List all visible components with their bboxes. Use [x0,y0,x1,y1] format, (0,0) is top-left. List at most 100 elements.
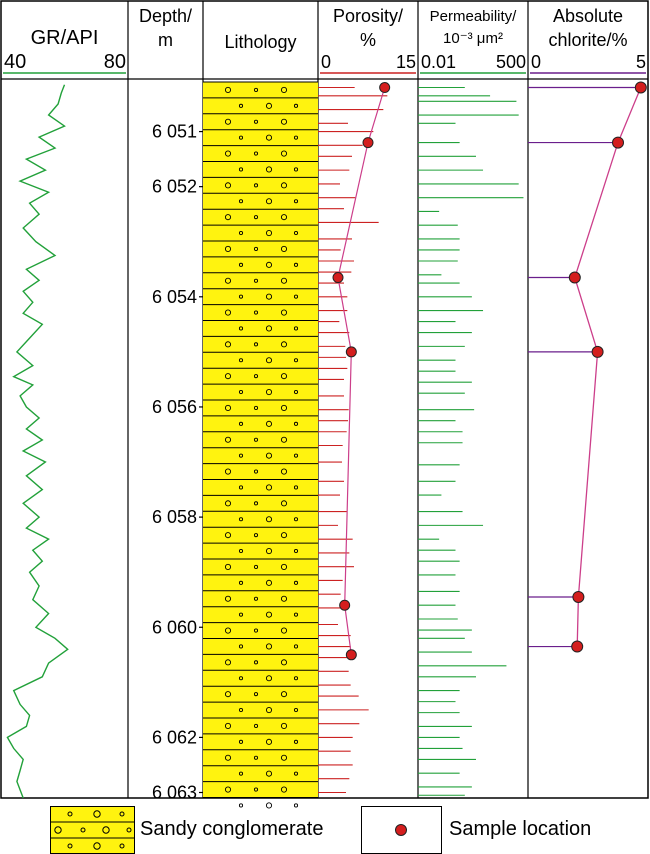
gravel-clast [238,580,244,585]
lithology-header-title: Lithology [224,32,296,52]
gravel-clast [238,708,244,713]
gravel-clast [253,374,259,379]
chlorite-sample-point [572,590,585,603]
gravel-clast [224,722,232,730]
depth-tick-label: 6 062 [152,727,197,747]
gravel-clast [253,342,259,347]
gr-track [6,84,69,799]
gravel-clast [224,659,232,666]
chlorite-sample-point [634,81,647,94]
chlorite-sample-point [612,136,624,149]
gravel-clast [293,771,299,776]
gravel-clast [265,707,273,714]
gravel-clast [224,563,232,571]
gr-curve-line [6,84,69,799]
porosity-sample-point [345,346,357,358]
chlorite-scale-max: 5 [636,52,646,72]
gravel-clast [265,293,273,300]
gravel-clast [224,373,232,380]
gravel-clast [253,596,259,601]
gravel-clast [224,245,232,252]
gravel-clast [293,358,299,363]
depth-tick-label: 6 060 [152,617,197,637]
gravel-clast [293,294,299,299]
permeability-scale-min: 0.01 [421,52,456,72]
gravel-clast [280,563,288,571]
gravel-clast [265,738,273,745]
permeability-scale-max: 500 [496,52,526,72]
gravel-clast [253,787,259,792]
gravel-clast [265,675,273,682]
gravel-clast [265,548,273,555]
gravel-clast [265,229,273,237]
chlorite-sample-point [571,640,584,653]
gravel-clast [238,485,244,490]
gravel-clast [265,388,273,396]
gravel-clast [280,341,288,348]
track-frames [0,0,649,799]
gravel-clast [293,135,299,140]
gravel-clast [265,484,273,491]
porosity-sample-point [379,82,391,94]
gravel-clast [265,166,273,173]
depth-tick-label: 6 058 [152,507,197,527]
chlorite-header-unit: chlorite/% [548,30,627,50]
gravel-clast [265,770,273,777]
gravel-clast [238,103,244,108]
gravel-clast [280,309,288,316]
gravel-clast [265,643,273,650]
porosity-scale-min: 0 [321,52,331,72]
gravel-clast [293,262,299,267]
gravel-clast [280,245,288,252]
gravel-clast [253,723,259,729]
depth-header-title: Depth/ [139,6,192,26]
gravel-clast [253,628,259,633]
depth-header-unit: m [158,30,173,50]
gravel-clast [224,691,232,698]
legend-sample-swatch [361,806,442,854]
gravel-clast [238,612,244,617]
gravel-clast [280,500,288,507]
legend-sample-label: Sample location [449,818,592,840]
gravel-clast [224,341,232,348]
gravel-clast [238,644,244,649]
gravel-clast [224,309,232,316]
gravel-clast [280,754,288,761]
gravel-clast [280,182,288,189]
gravel-clast [224,627,232,634]
gravel-clast [265,357,273,364]
gravel-clast [293,199,299,204]
gravel-clast [265,516,273,523]
chlorite-header-title: Absolute [553,6,623,26]
lithology-unit-fill [203,82,318,798]
gravel-clast [253,151,259,156]
gravel-clast [265,420,273,427]
gravel-clast [253,405,259,411]
porosity-track [318,82,391,794]
porosity-scale-max: 15 [396,52,416,72]
gravel-clast [280,532,288,539]
gravel-clast [293,644,299,649]
depth-track: 6 051 6 052 6 054 6 056 6 058 6 060 6 062 6 063 [152,122,203,802]
depth-tick-label: 6 054 [152,287,197,307]
gravel-clast [238,262,244,267]
permeability-track [418,86,524,796]
gravel-clast [280,722,288,730]
porosity-sample-point [332,272,344,284]
chlorite-sample-point [591,345,604,358]
gravel-clast [293,517,299,522]
gravel-clast [238,803,244,808]
porosity-header-title: Porosity/ [333,6,403,26]
gravel-clast [293,230,299,236]
gravel-clast [293,803,299,808]
chlorite-line [574,87,642,647]
chlorite-track [528,81,647,653]
outer-frame [0,0,649,799]
gravel-clast [253,501,259,506]
gr-header-title: GR/API [31,27,99,49]
gravel-clast [224,182,232,189]
gravel-clast [293,739,299,744]
depth-tick-label: 6 051 [152,122,197,142]
gravel-clast [280,627,288,634]
